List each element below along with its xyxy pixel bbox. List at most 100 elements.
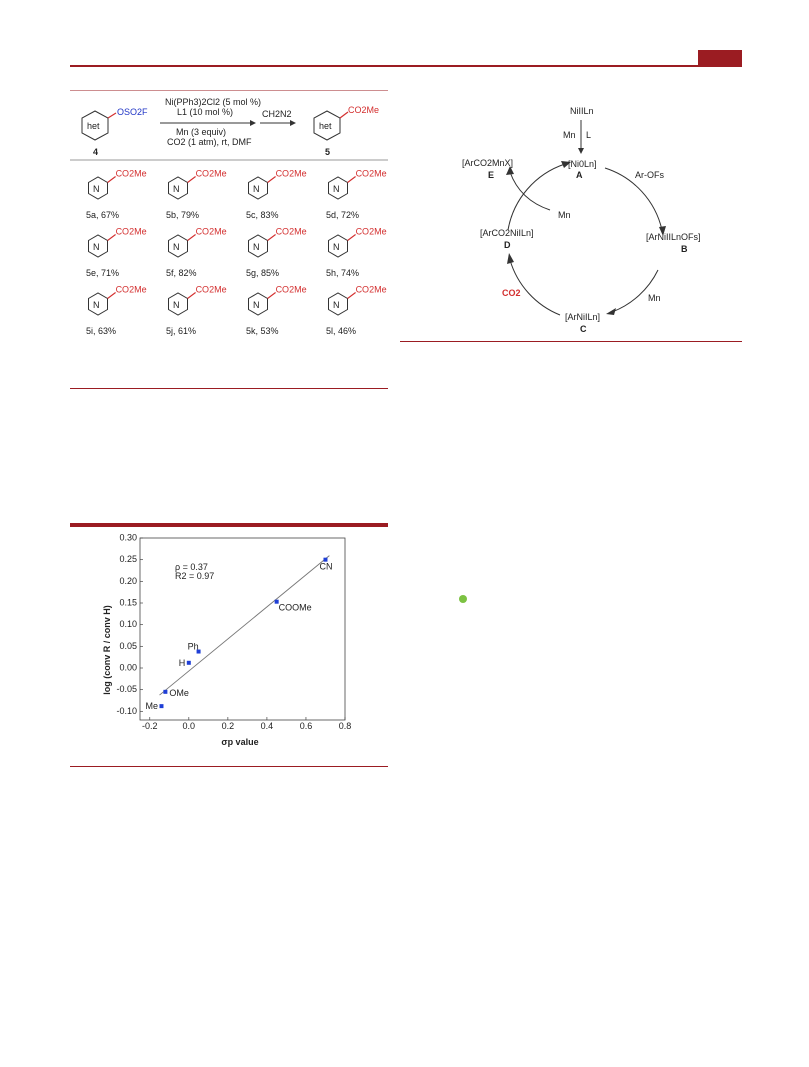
pyridine-ring: [248, 176, 268, 200]
yield-caption: 5j, 61%: [166, 326, 196, 336]
catalytic-cycle: NiIILn Mn L [Ni0Ln] A Ar-OFs [ArNiIILnOF…: [462, 106, 701, 334]
svg-text:C: C: [580, 324, 587, 334]
data-point-coome: [274, 599, 279, 604]
chart-axes: [139, 537, 346, 721]
x-tick-label: 0.6: [300, 721, 313, 731]
pyridine-ring: [248, 234, 268, 258]
x-tick-label: 0.4: [261, 721, 274, 731]
chart-ticks: -0.10 -0.05 0.00 0.05 0.10 0.15 0.20 0.25 0.30 -0…: [116, 533, 351, 732]
reagent-methylation: CH2N2: [262, 109, 292, 119]
product-item-5k: CO2Me N 5k, 53%: [246, 285, 307, 337]
fit-line: [159, 555, 330, 696]
scheme-bottom-rule: [70, 388, 388, 389]
ester-group: CO2Me: [356, 169, 387, 179]
reaction-scheme: het OSO2F 4 Ni(PPh3)2Cl2 (5 mol %) L1 (1…: [70, 90, 388, 337]
product-item-5b: CO2Me N 5b, 79%: [166, 169, 227, 221]
x-axis-label: σp value: [221, 737, 258, 747]
ester-group: CO2Me: [356, 285, 387, 295]
chart-top-rule: [70, 523, 388, 527]
header-tab: [698, 50, 742, 65]
hammett-chart: -0.10 -0.05 0.00 0.05 0.10 0.15 0.20 0.25 0.30 -0…: [102, 533, 351, 748]
arc-a-b: [604, 167, 663, 231]
ester-group: CO2Me: [116, 285, 147, 295]
species-b: [ArNiIILnOFs]: [646, 232, 701, 242]
y-tick-label: 0.00: [119, 663, 137, 673]
pyridine-ring: [328, 292, 348, 316]
ring-n: N: [333, 300, 340, 310]
data-point-cn: [323, 557, 328, 562]
data-point-me: [159, 704, 164, 709]
y-tick-label: 0.05: [119, 641, 137, 651]
yield-caption: 5f, 82%: [166, 268, 197, 278]
mn-right-label: Mn: [648, 293, 661, 303]
yield-caption: 5c, 83%: [246, 210, 279, 220]
het-label: het: [87, 121, 100, 131]
x-tick-label: 0.0: [183, 721, 196, 731]
arc-release-e: [509, 171, 551, 211]
ring-n: N: [173, 184, 180, 194]
ring-n: N: [333, 242, 340, 252]
pyridine-ring: [328, 234, 348, 258]
ar-ofs-label: Ar-OFs: [635, 170, 664, 180]
ring-n: N: [253, 300, 260, 310]
product-item-5l: CO2Me N 5l, 46%: [326, 285, 387, 337]
r2-annotation: R2 = 0.97: [175, 571, 214, 581]
pyridine-ring: [248, 292, 268, 316]
reagent-ligand: L1 (10 mol %): [177, 107, 233, 117]
chart-marks: Me OMe HPh COOMe CN: [145, 555, 332, 711]
arc-d-a: [507, 163, 566, 231]
ring-n: N: [253, 242, 260, 252]
product-item-5c: CO2Me N 5c, 83%: [246, 169, 307, 221]
ester-group: CO2Me: [276, 285, 307, 295]
y-axis-label: log (conv R / conv H): [102, 605, 112, 695]
x-tick-label: 0.2: [222, 721, 235, 731]
species-e: [ArCO2MnX]: [462, 158, 513, 168]
product-structure: het CO2Me 5: [313, 105, 379, 157]
mn-reductant-label: Mn: [563, 130, 576, 140]
rho-annotation: ρ = 0.37: [175, 562, 208, 572]
chart-bottom-rule: [70, 766, 388, 767]
pyridine-ring: [328, 176, 348, 200]
status-dot-icon: [459, 595, 467, 603]
ring-n: N: [173, 300, 180, 310]
pyridine-ring: [88, 176, 108, 200]
ester-group: CO2Me: [196, 169, 227, 179]
start-structure: het OSO2F 4: [81, 107, 148, 157]
species-d: [ArCO2NiILn]: [480, 228, 534, 238]
start-group: OSO2F: [117, 107, 148, 117]
mn-inner-label: Mn: [558, 210, 571, 220]
y-tick-label: 0.25: [119, 554, 137, 564]
x-tick-label: -0.2: [142, 721, 158, 731]
yield-caption: 5h, 74%: [326, 268, 359, 278]
product-group: CO2Me: [348, 105, 379, 115]
product-item-5g: CO2Me N 5g, 85%: [246, 227, 307, 279]
arc-c-d: [509, 259, 561, 316]
product-item-5e: CO2Me N 5e, 71%: [86, 227, 147, 279]
yield-caption: 5i, 63%: [86, 326, 116, 336]
y-tick-label: -0.05: [116, 684, 137, 694]
product-item-5d: CO2Me N 5d, 72%: [326, 169, 387, 221]
ester-group: CO2Me: [116, 227, 147, 237]
svg-text:A: A: [576, 170, 583, 180]
ester-group: CO2Me: [276, 169, 307, 179]
point-label: COOMe: [279, 603, 312, 613]
y-tick-label: 0.30: [119, 533, 137, 543]
point-label: Me: [145, 701, 158, 711]
svg-text:B: B: [681, 244, 688, 254]
ester-group: CO2Me: [196, 285, 227, 295]
x-tick-label: 0.8: [339, 721, 352, 731]
reagent-reductant: Mn (3 equiv): [176, 127, 226, 137]
svg-text:het: het: [319, 121, 332, 131]
yield-caption: 5g, 85%: [246, 268, 279, 278]
ring-n: N: [93, 300, 100, 310]
ester-group: CO2Me: [196, 227, 227, 237]
yield-caption: 5a, 67%: [86, 210, 119, 220]
ring-n: N: [173, 242, 180, 252]
product-item-5a: CO2Me N 5a, 67%: [86, 169, 147, 221]
species-a: [Ni0Ln]: [568, 159, 597, 169]
product-item-5i: CO2Me N 5i, 63%: [86, 285, 147, 337]
data-point-ph: [196, 649, 201, 654]
arc-b-c: [611, 269, 659, 313]
yield-caption: 5e, 71%: [86, 268, 119, 278]
